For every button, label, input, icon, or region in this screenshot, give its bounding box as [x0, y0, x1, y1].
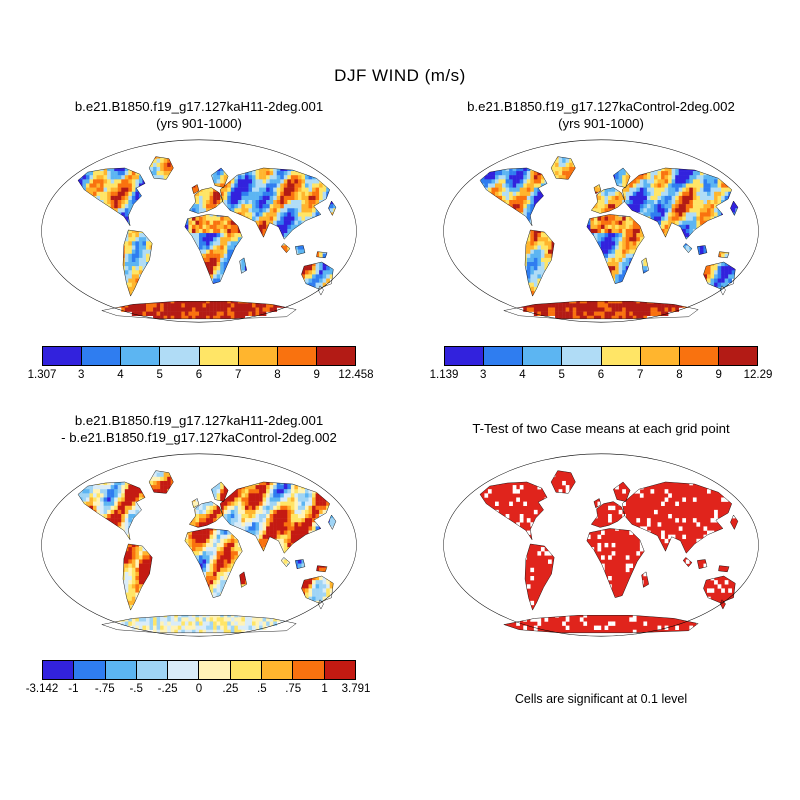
colorbar-segment	[74, 661, 106, 679]
colorbar-segment	[262, 661, 294, 679]
panel-ttest-title: T-Test of two Case means at each grid po…	[410, 410, 792, 448]
colorbar-segment	[43, 347, 83, 365]
colorbar-segment	[168, 661, 200, 679]
colorbar-tick: 4	[519, 369, 526, 381]
world-map-svg	[41, 453, 357, 637]
colorbar-tick: 3	[480, 369, 487, 381]
colorbar-tick-row: 1.307 3 4 5 6 7 8 9 12.458	[28, 369, 374, 384]
colorbar-segment	[523, 347, 563, 365]
colorbar-segment	[43, 661, 75, 679]
colorbar-tick: 7	[235, 369, 242, 381]
colorbar-strip	[42, 346, 356, 366]
colorbar-tick: 6	[597, 369, 605, 381]
colorbar-case2: 1.139 3 4 5 6 7 8 9 12.29	[430, 346, 773, 384]
colorbar-tick: 1	[321, 683, 328, 695]
colorbar-segment	[230, 661, 263, 679]
panel-case2-title: b.e21.B1850.f19_g17.127kaControl-2deg.00…	[410, 96, 792, 134]
panel-case1-title: b.e21.B1850.f19_g17.127kaH11-2deg.001 (y…	[8, 96, 390, 134]
world-map-svg	[443, 139, 759, 323]
panel-title-line2: (yrs 901-1000)	[156, 116, 242, 131]
colorbar-tick: 8	[274, 369, 281, 381]
colorbar-diff: -3.142 -1 -.75 -.5 -.25 0 .25 .5 .75 1 3.791	[26, 660, 371, 698]
panel-title-line2: (yrs 901-1000)	[558, 116, 644, 131]
map-diff	[40, 452, 358, 638]
panel-diff: b.e21.B1850.f19_g17.127kaH11-2deg.001 - …	[8, 410, 390, 698]
colorbar-tick-row: 1.139 3 4 5 6 7 8 9 12.29	[430, 369, 773, 384]
colorbar-tick: 7	[637, 369, 644, 381]
colorbar-tick: 9	[715, 369, 722, 381]
colorbar-segment	[136, 661, 169, 679]
map-ttest	[442, 452, 760, 638]
colorbar-segment	[293, 661, 325, 679]
colorbar-tick: 4	[117, 369, 124, 381]
panel-title-line1: b.e21.B1850.f19_g17.127kaH11-2deg.001	[74, 98, 324, 114]
colorbar-tick: 9	[313, 369, 320, 381]
colorbar-tick: 12.29	[743, 369, 773, 381]
colorbar-tick: .75	[285, 683, 302, 695]
colorbar-segment	[562, 347, 602, 365]
colorbar-segment	[484, 347, 524, 365]
colorbar-tick-row: -3.142 -1 -.75 -.5 -.25 0 .25 .5 .75 1 3.791	[26, 683, 371, 698]
panel-case2: b.e21.B1850.f19_g17.127kaControl-2deg.00…	[410, 96, 792, 384]
colorbar-tick: 3	[78, 369, 85, 381]
colorbar-segment	[199, 347, 239, 365]
colorbar-segment	[160, 347, 200, 365]
panel-ttest: T-Test of two Case means at each grid po…	[410, 410, 792, 706]
colorbar-tick: 5	[156, 369, 163, 381]
colorbar-segment	[277, 347, 317, 365]
colorbar-tick: 1.139	[429, 369, 459, 381]
colorbar-segment	[82, 347, 122, 365]
colorbar-tick: 5	[558, 369, 565, 381]
colorbar-tick: .25	[222, 683, 239, 695]
colorbar-tick: 1.307	[27, 369, 57, 381]
colorbar-tick: 0	[195, 683, 203, 695]
significance-caption: Cells are significant at 0.1 level	[514, 692, 688, 706]
colorbar-segment	[324, 661, 355, 679]
colorbar-segment	[445, 347, 485, 365]
colorbar-tick: 6	[195, 369, 203, 381]
colorbar-segment	[601, 347, 641, 365]
colorbar-tick: -.5	[129, 683, 143, 695]
colorbar-tick: -1	[68, 683, 79, 695]
colorbar-tick: 12.458	[338, 369, 374, 381]
colorbar-tick: -3.142	[25, 683, 59, 695]
colorbar-strip	[42, 660, 356, 680]
panel-case1: b.e21.B1850.f19_g17.127kaH11-2deg.001 (y…	[8, 96, 390, 384]
panel-title-line2: - b.e21.B1850.f19_g17.127kaControl-2deg.…	[61, 430, 337, 445]
world-map-svg	[443, 453, 759, 637]
panel-title-line1: T-Test of two Case means at each grid po…	[472, 421, 730, 437]
colorbar-segment	[640, 347, 680, 365]
colorbar-segment	[679, 347, 719, 365]
colorbar-tick: 8	[676, 369, 683, 381]
colorbar-segment	[121, 347, 161, 365]
colorbar-strip	[444, 346, 758, 366]
colorbar-tick: -.75	[94, 683, 115, 695]
colorbar-segment	[199, 661, 231, 679]
panel-title-line1: b.e21.B1850.f19_g17.127kaH11-2deg.001	[74, 412, 324, 428]
colorbar-case1: 1.307 3 4 5 6 7 8 9 12.458	[28, 346, 374, 384]
map-case1	[40, 138, 358, 324]
colorbar-tick: .5	[257, 683, 267, 695]
map-case2	[442, 138, 760, 324]
panel-diff-title: b.e21.B1850.f19_g17.127kaH11-2deg.001 - …	[8, 410, 390, 448]
figure-title: DJF WIND (m/s)	[334, 66, 466, 85]
panel-title-line1: b.e21.B1850.f19_g17.127kaControl-2deg.00…	[467, 98, 735, 114]
colorbar-segment	[238, 347, 278, 365]
colorbar-segment	[105, 661, 137, 679]
colorbar-segment	[316, 347, 355, 365]
colorbar-tick: -.25	[157, 683, 178, 695]
colorbar-segment	[718, 347, 757, 365]
world-map-svg	[41, 139, 357, 323]
colorbar-tick: 3.791	[341, 683, 371, 695]
